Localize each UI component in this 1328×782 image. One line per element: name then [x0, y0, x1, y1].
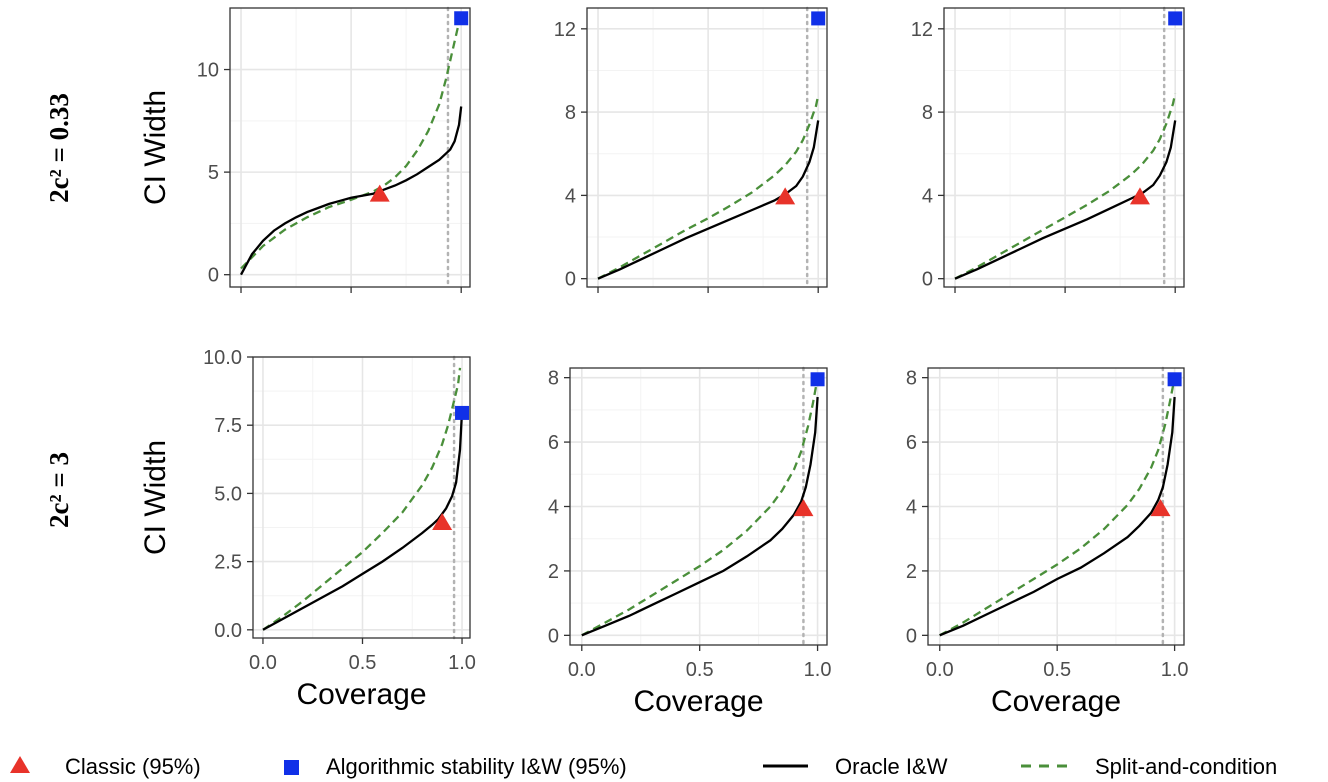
- panel-0-0: 0 5 10 CI Width: [139, 6, 471, 293]
- series-oracle: [239, 106, 463, 276]
- y-tick-label: 0.0: [214, 620, 242, 642]
- x-axis-title: Coverage: [296, 678, 426, 711]
- series-oracle: [939, 396, 1176, 637]
- series-split-and-condition: [240, 15, 463, 270]
- y-tick-label: 10: [197, 60, 219, 82]
- y-tick-label: 4: [922, 185, 933, 207]
- x-tick-label: 0.0: [249, 652, 277, 674]
- y-tick-label: 0: [906, 625, 917, 647]
- marker-algorithmic-stability: [1167, 372, 1182, 387]
- x-tick-label: 0.0: [568, 659, 596, 681]
- panel-1-0: 0.0 2.5 5.0 7.5 10.0 0.0 0.5 1.0 Coverage CI Widt…: [139, 347, 476, 711]
- y-tick-label: 0: [208, 265, 219, 287]
- legend-oracle-label: Oracle I&W: [835, 754, 948, 779]
- y-tick-label: 2: [906, 561, 917, 583]
- series-oracle: [262, 411, 464, 631]
- legend-algorithmic-label: Algorithmic stability I&W (95%): [326, 754, 627, 779]
- series-split-and-condition: [954, 93, 1177, 280]
- y-tick-label: 0: [548, 625, 559, 647]
- x-axis-title: Coverage: [633, 685, 763, 718]
- legend-algorithmic-swatch: [284, 760, 299, 775]
- series-oracle: [954, 120, 1177, 280]
- y-tick-label: 5.0: [214, 483, 242, 505]
- marker-classic: [369, 184, 390, 202]
- panel-0-1: 0 4 8 12: [554, 6, 828, 293]
- y-tick-label: 5: [208, 162, 219, 184]
- y-tick-label: 0: [565, 269, 576, 291]
- panel-frame: [586, 7, 828, 288]
- y-axis-title: CI Width: [139, 440, 172, 555]
- marker-classic: [793, 499, 814, 517]
- y-tick-label: 8: [922, 102, 933, 124]
- legend-split-label: Split-and-condition: [1095, 754, 1277, 779]
- row-label: 2c² = 3: [44, 452, 74, 528]
- y-tick-label: 7.5: [214, 415, 242, 437]
- y-axis-title: CI Width: [139, 90, 172, 205]
- marker-classic: [1129, 187, 1150, 205]
- x-tick-label: 1.0: [1161, 659, 1189, 681]
- row-label: 2c² = 0.33: [44, 93, 74, 203]
- legend-classic-swatch: [10, 756, 30, 773]
- series-split-and-condition: [597, 95, 820, 280]
- x-axis-title: Coverage: [991, 685, 1121, 718]
- y-tick-label: 12: [554, 19, 576, 41]
- x-tick-label: 0.5: [686, 659, 714, 681]
- y-tick-label: 10.0: [203, 347, 242, 369]
- x-tick-label: 0.5: [1043, 659, 1071, 681]
- y-tick-label: 4: [906, 497, 917, 519]
- x-tick-label: 1.0: [804, 659, 832, 681]
- row-labels: 2c² = 0.33 2c² = 3: [44, 93, 74, 528]
- marker-classic: [775, 187, 796, 205]
- series-split-and-condition: [939, 377, 1176, 637]
- marker-algorithmic-stability: [810, 372, 825, 387]
- panel-frame: [252, 356, 471, 639]
- legend: Classic (95%) Algorithmic stability I&W (…: [10, 754, 1277, 779]
- marker-algorithmic-stability: [1168, 11, 1183, 26]
- marker-algorithmic-stability: [811, 11, 826, 26]
- legend-classic-label: Classic (95%): [65, 754, 201, 779]
- series-split-and-condition: [581, 377, 819, 637]
- y-tick-label: 2.5: [214, 552, 242, 574]
- y-tick-label: 8: [906, 368, 917, 390]
- panel-1-1: 0 2 4 6 8 0.0 0.5 1.0 Coverage: [548, 366, 832, 718]
- x-tick-label: 0.5: [349, 652, 377, 674]
- panel-frame: [943, 7, 1185, 288]
- marker-classic: [1150, 499, 1171, 517]
- marker-algorithmic-stability: [455, 405, 470, 420]
- series-oracle: [597, 120, 820, 280]
- y-tick-label: 4: [548, 497, 559, 519]
- series-split-and-condition: [262, 367, 462, 631]
- y-tick-label: 6: [548, 432, 559, 454]
- y-tick-label: 12: [911, 19, 933, 41]
- y-tick-label: 2: [548, 561, 559, 583]
- x-tick-label: 0.0: [926, 659, 954, 681]
- marker-classic: [432, 513, 453, 531]
- panel-1-2: 0 2 4 6 8 0.0 0.5 1.0 Coverage: [906, 366, 1189, 718]
- x-tick-label: 1.0: [448, 652, 476, 674]
- panel-0-2: 0 4 8 12: [911, 6, 1185, 293]
- y-tick-label: 4: [565, 185, 576, 207]
- panel-frame: [229, 7, 471, 288]
- y-tick-label: 6: [906, 432, 917, 454]
- y-tick-label: 0: [922, 269, 933, 291]
- series-oracle: [581, 396, 819, 637]
- marker-algorithmic-stability: [454, 11, 469, 26]
- y-tick-label: 8: [565, 102, 576, 124]
- y-tick-label: 8: [548, 368, 559, 390]
